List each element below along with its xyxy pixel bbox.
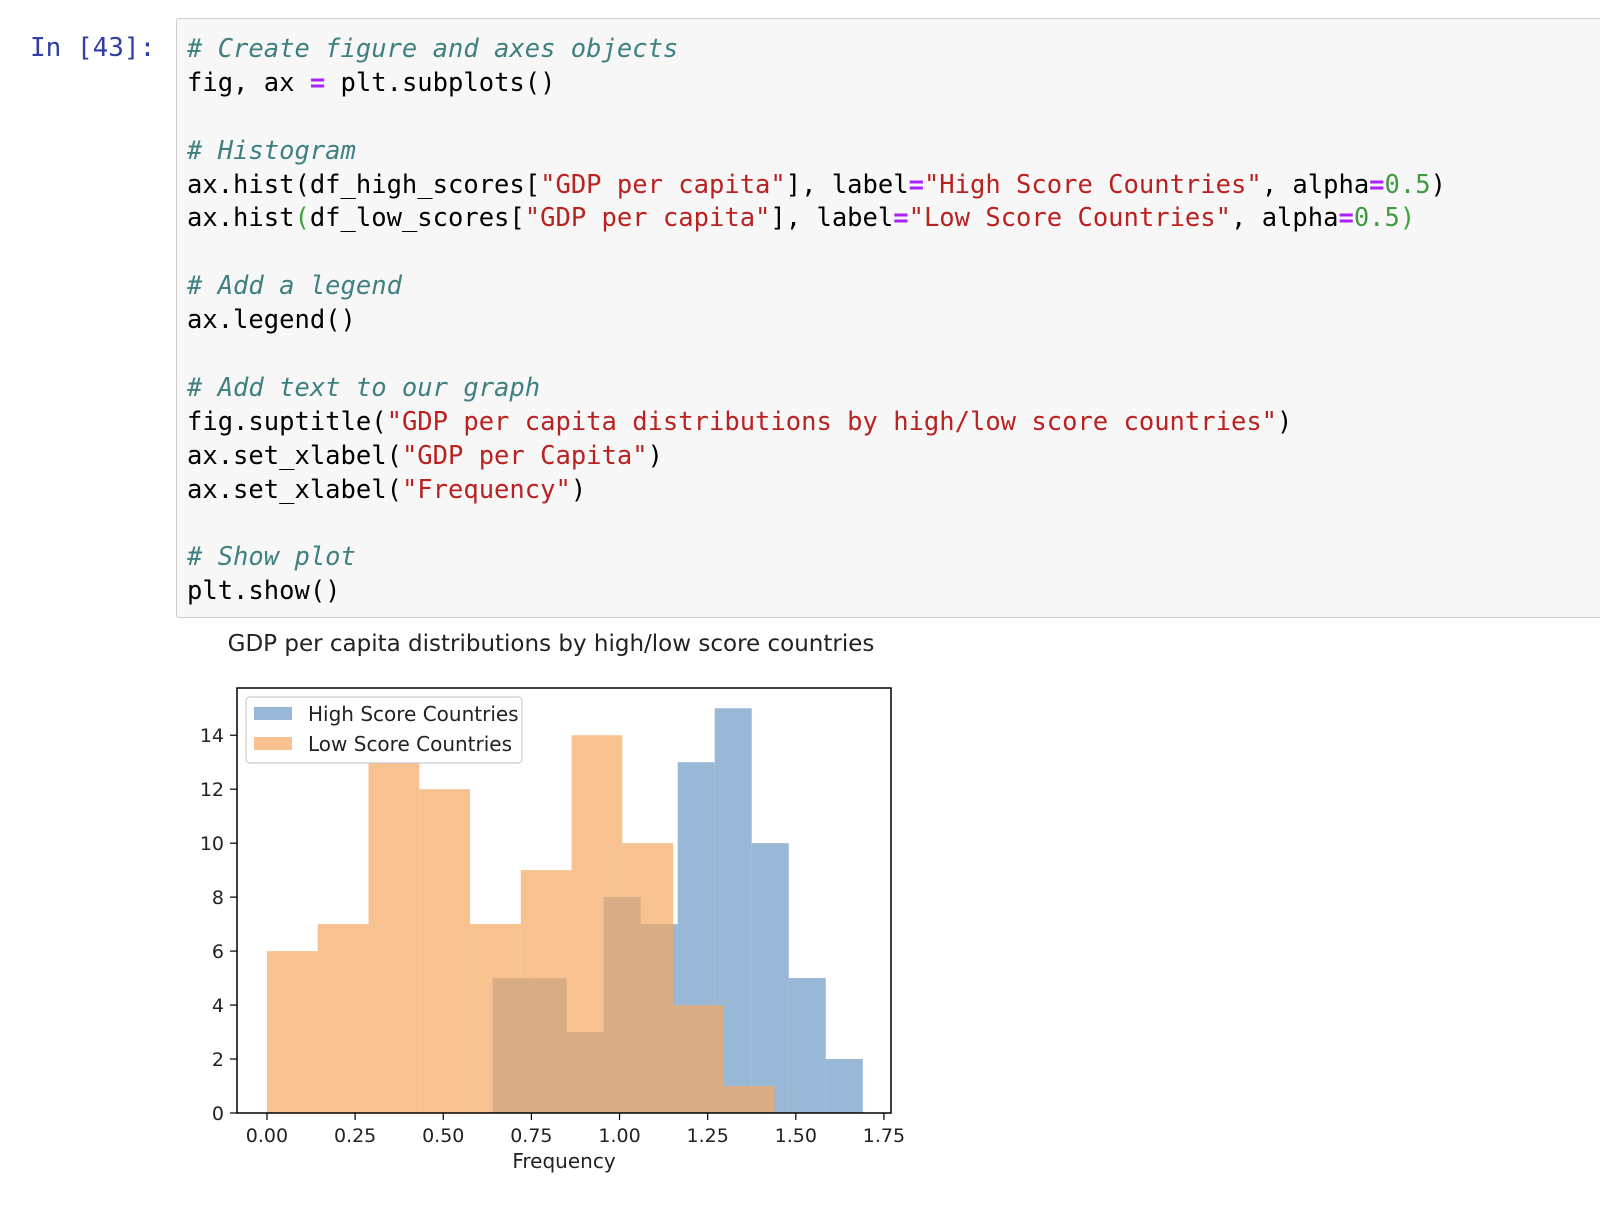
code-token: # Add a legend	[187, 271, 402, 302]
code-line: plt.show()	[187, 575, 1446, 609]
code-token: ], label	[770, 203, 894, 234]
code-token: "GDP per Capita"	[401, 440, 648, 471]
low-score-bar	[470, 924, 521, 1113]
code-token: 0.5	[1353, 203, 1400, 234]
code-token: "GDP per capita"	[540, 169, 786, 200]
code-token: =	[309, 67, 326, 98]
code-line: fig.suptitle("GDP per capita distributio…	[187, 406, 1446, 440]
code-token: )	[647, 440, 663, 471]
code-token: ax.set_xlabel(	[187, 440, 402, 471]
code-token: )	[1430, 169, 1446, 200]
low-score-bar	[317, 924, 369, 1113]
code-token: "GDP per capita"	[524, 203, 771, 234]
x-tick-label: 1.00	[598, 1125, 640, 1147]
axes-frame	[236, 687, 892, 1114]
code-line: # Add a legend	[187, 270, 1446, 304]
code-token: ax.hist(df_high_scores[	[187, 169, 541, 200]
high-score-bar	[788, 978, 826, 1113]
code-token: )	[1399, 203, 1416, 234]
legend-box	[245, 696, 523, 764]
low-score-bar	[723, 1086, 775, 1113]
code-token: # Add text to our graph	[187, 372, 541, 403]
code-line: ax.hist(df_low_scores["GDP per capita"],…	[187, 202, 1446, 236]
code-line: # Show plot	[187, 541, 1446, 575]
code-token: # Create figure and axes objects	[187, 34, 679, 64]
low-score-bar	[266, 951, 318, 1113]
code-token: ax.set_xlabel(	[187, 474, 402, 505]
legend: High Score Countries Low Score Countries	[245, 696, 523, 764]
low-score-bar	[673, 1005, 724, 1113]
code-token: )	[570, 474, 587, 505]
y-tick-label: 8	[212, 887, 224, 909]
x-axis-label: Frequency	[512, 1149, 615, 1173]
code-line	[187, 338, 1446, 372]
code-token: fig.suptitle(	[187, 406, 387, 437]
code-token: , alpha	[1261, 169, 1370, 200]
high-score-bar	[825, 1059, 863, 1113]
code-token: =	[1338, 203, 1354, 234]
figure-suptitle: GDP per capita distributions by high/low…	[228, 631, 875, 657]
high-score-bar	[751, 843, 789, 1113]
code-line	[187, 236, 1446, 270]
code-line: # Add text to our graph	[187, 372, 1446, 406]
x-tick-label: 1.75	[863, 1125, 905, 1147]
code-token: fig, ax	[187, 67, 310, 98]
x-tick-label: 0.00	[246, 1125, 288, 1147]
y-tick-label: 4	[212, 995, 224, 1017]
x-tick-label: 0.75	[510, 1125, 552, 1147]
y-tick-label: 14	[200, 725, 224, 747]
low-score-bar	[520, 870, 572, 1113]
legend-label-high-score: High Score Countries	[308, 702, 519, 726]
low-score-bar	[419, 789, 471, 1113]
code-token: (	[294, 203, 310, 234]
legend-label-low-score: Low Score Countries	[308, 732, 512, 756]
code-line	[187, 101, 1446, 135]
code-token: "Frequency"	[401, 474, 571, 505]
x-tick-label: 0.50	[422, 1125, 464, 1147]
y-tick-label: 2	[212, 1049, 224, 1071]
x-tick-label: 1.50	[775, 1125, 817, 1147]
code-token: ], label	[785, 169, 909, 200]
y-tick-label: 10	[200, 833, 224, 855]
legend-swatch-high-score	[254, 707, 292, 720]
code-line: ax.legend()	[187, 304, 1446, 338]
code-token: 0.5	[1384, 169, 1431, 200]
code-line: fig, ax = plt.subplots()	[187, 67, 1446, 101]
low-score-bar	[571, 735, 623, 1113]
x-tick-label: 1.25	[687, 1125, 729, 1147]
code-token: df_low_scores[	[309, 203, 525, 234]
legend-swatch-low-score	[254, 737, 292, 750]
y-tick-label: 6	[212, 941, 224, 963]
code-token: plt.subplots()	[325, 67, 556, 98]
code-token: "High Score Countries"	[923, 169, 1262, 200]
code-text[interactable]: # Create figure and axes objects fig, ax …	[187, 33, 1446, 609]
code-line: # Histogram	[187, 135, 1446, 169]
y-tick-label: 0	[212, 1103, 224, 1125]
code-line: ax.set_xlabel("Frequency")	[187, 474, 1446, 508]
code-token: =	[908, 169, 924, 200]
code-token: , alpha	[1231, 203, 1339, 234]
code-token: ax.legend()	[187, 305, 356, 336]
code-token: ax.hist	[187, 203, 295, 234]
code-line	[187, 507, 1446, 541]
cell-prompt: In [43]:	[30, 33, 156, 63]
histogram-figure: GDP per capita distributions by high/low…	[200, 631, 905, 1173]
code-token: # Show plot	[187, 542, 356, 573]
code-token: plt.show()	[187, 576, 341, 607]
code-token: # Histogram	[187, 135, 356, 166]
code-line: # Create figure and axes objects	[187, 33, 1446, 67]
cell-output: GDP per capita distributions by high/low…	[190, 630, 950, 1210]
code-token: =	[1369, 169, 1385, 200]
code-token: "GDP per capita distributions by high/lo…	[386, 406, 1278, 437]
x-tick-label: 0.25	[334, 1125, 376, 1147]
code-token: )	[1277, 406, 1293, 437]
low-score-bar	[622, 843, 674, 1113]
code-token: "Low Score Countries"	[908, 203, 1231, 234]
y-tick-label: 12	[200, 779, 224, 801]
code-line: ax.set_xlabel("GDP per Capita")	[187, 440, 1446, 474]
code-cell-editor[interactable]: # Create figure and axes objects fig, ax …	[176, 18, 1600, 618]
code-token: =	[893, 203, 909, 234]
code-line: ax.hist(df_high_scores["GDP per capita"]…	[187, 169, 1446, 203]
low-score-bar	[368, 762, 420, 1113]
